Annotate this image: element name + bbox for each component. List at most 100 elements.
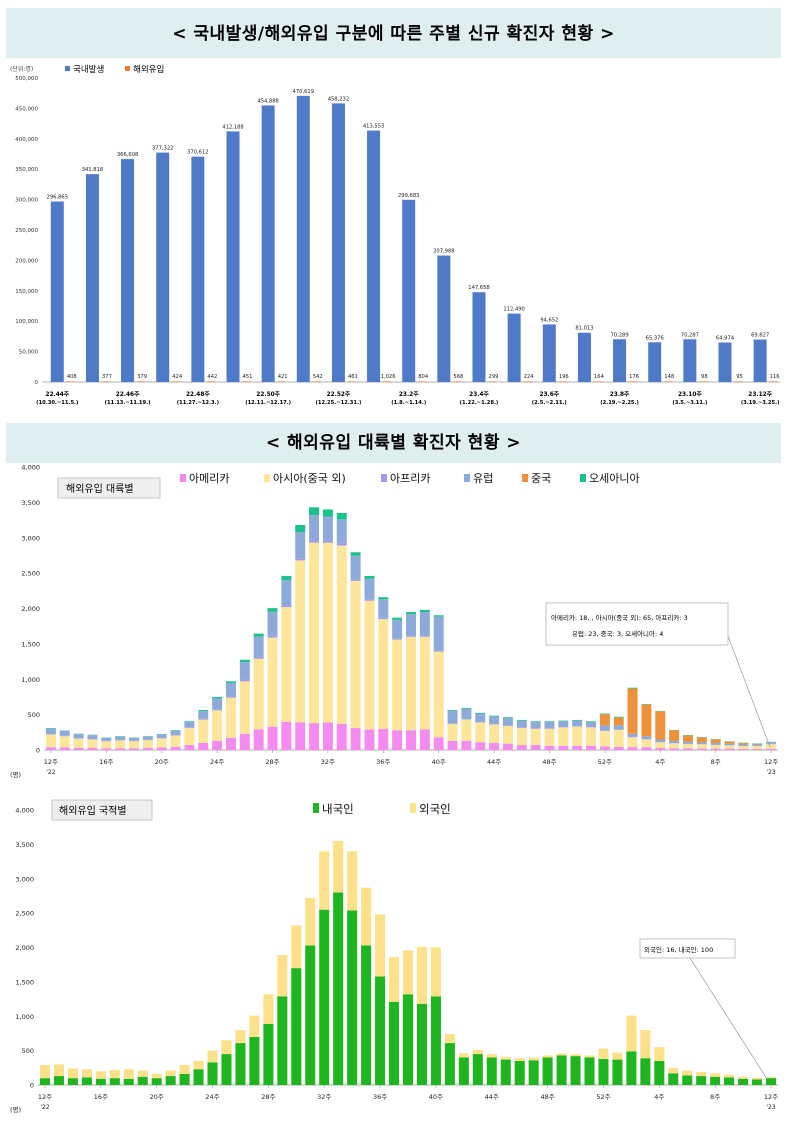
bar-segment-1 <box>263 994 274 1024</box>
bar-segment-0 <box>599 746 610 750</box>
bar-segment-1 <box>696 744 707 749</box>
bar-segment-0 <box>333 892 344 1085</box>
x-tick-label: 8주 <box>711 758 721 766</box>
bar-segment-5 <box>295 525 306 533</box>
bar-segment-0 <box>253 729 264 750</box>
x-tick-label: 16주 <box>99 758 113 766</box>
bar-segment-1 <box>305 898 316 946</box>
bar-segment-0 <box>433 737 444 750</box>
bar-segment-2 <box>419 635 430 637</box>
bar-segment-1 <box>59 736 70 748</box>
domestic-value-label: 70,289 <box>610 332 628 338</box>
legend-label: 외국인 <box>419 802 451 816</box>
domestic-value-label: 454,888 <box>257 98 278 104</box>
bar-segment-5 <box>544 721 555 723</box>
bar-segment-3 <box>696 742 707 745</box>
bar-segment-1 <box>179 1065 190 1074</box>
x-tick-label: 44주 <box>487 758 501 766</box>
bar-segment-3 <box>73 734 84 739</box>
y-tick-label: 100,000 <box>15 319 38 325</box>
bar-segment-1 <box>364 600 375 730</box>
x-tick-week: 23.12주 <box>748 390 772 398</box>
bar-segment-1 <box>137 1070 148 1077</box>
imported-bar <box>137 381 146 382</box>
bar-segment-1 <box>53 1064 64 1077</box>
imported-value-label: 377 <box>102 374 112 380</box>
imported-by-nationality-chart: 0 500 1,000 1,500 2,000 2,500 3,000 3,500 4,000 (… <box>10 799 778 1114</box>
x-tick-range: (12.25.~12.31.) <box>315 400 361 406</box>
bar-segment-3 <box>115 736 126 741</box>
bar-segment-3 <box>447 710 458 724</box>
bar-segment-0 <box>109 1078 120 1085</box>
bar-segment-1 <box>640 1030 651 1059</box>
domestic-value-label: 94,652 <box>540 317 558 323</box>
bar-segment-0 <box>486 1057 497 1085</box>
bar-segment-1 <box>378 619 389 729</box>
bar-segment-0 <box>627 747 638 750</box>
x-tick-range: (1.8.~1.14.) <box>391 400 426 406</box>
bar-segment-3 <box>655 739 666 743</box>
bar-segment-1 <box>475 722 486 743</box>
y-unit-label: (명) <box>10 770 21 779</box>
domestic-value-label: 299,683 <box>398 193 419 199</box>
y-tick-label: 2,000 <box>15 944 34 952</box>
x-tick-label: 24주 <box>210 758 224 766</box>
bar-segment-0 <box>472 1054 483 1085</box>
x-tick-label: 12주 <box>764 758 778 766</box>
y-unit-label: (명) <box>10 1105 21 1114</box>
bar-segment-4 <box>682 735 693 742</box>
bar-segment-0 <box>406 730 416 750</box>
bar-segment-0 <box>39 1078 51 1085</box>
bar-segment-1 <box>249 1015 260 1037</box>
bar-segment-1 <box>430 947 441 997</box>
bar-segment-3 <box>45 728 56 735</box>
bar-segment-0 <box>544 745 555 750</box>
bar-segment-0 <box>696 748 707 750</box>
bar-segment-0 <box>724 748 735 750</box>
x-tick-label: 12주 <box>44 758 58 766</box>
y-tick-label: 500 <box>22 1047 34 1055</box>
domestic-value-label: 470,619 <box>293 89 314 95</box>
bar-segment-1 <box>419 636 430 730</box>
bar-segment-1 <box>710 745 721 749</box>
legend: 내국인 외국인 <box>313 802 451 816</box>
bar-segment-0 <box>193 1069 204 1085</box>
bar-segment-0 <box>710 748 721 750</box>
x-tick-label: 36주 <box>376 758 390 766</box>
y-tick-label: 0 <box>35 380 39 386</box>
bar-segment-0 <box>514 1060 525 1085</box>
bar-segment-0 <box>444 1043 455 1085</box>
bar-segment-0 <box>221 1054 232 1085</box>
bar-segment-0 <box>319 909 330 1085</box>
x-tick-label: 20주 <box>150 1093 164 1101</box>
legend: 아메리카 아시아(중국 외) 아프리카 유럽 중국 오세아니아 <box>180 471 640 485</box>
bar-segment-0 <box>612 1059 623 1085</box>
bar-segment-3 <box>724 743 735 746</box>
bar-segment-3 <box>461 708 472 720</box>
x-tick-range: (11.13.~11.19.) <box>105 400 151 406</box>
bar-segment-2 <box>378 617 389 620</box>
bar-segment-3 <box>516 720 527 728</box>
bar-segment-0 <box>655 747 666 750</box>
x-axis: 22.44주 (10.30.~11.5.) 22.46주 (11.13.~11.19.… <box>36 390 779 406</box>
y-tick-label: 3,000 <box>15 875 34 883</box>
bar-segment-1 <box>627 737 638 748</box>
domestic-value-label: 370,612 <box>187 150 208 156</box>
bar-segment-3 <box>336 519 347 544</box>
y-tick-label: 4,000 <box>21 464 40 472</box>
bar-segment-1 <box>458 1053 469 1058</box>
bar-segment-0 <box>184 745 195 750</box>
x-tick-label: 32주 <box>317 1093 331 1101</box>
bar-segment-1 <box>489 724 500 743</box>
bar-segment-1 <box>584 1055 595 1058</box>
bar-segment-1 <box>738 746 749 749</box>
bar-segment-0 <box>458 1057 469 1085</box>
imported-value-label: 408 <box>67 374 77 380</box>
bar-segment-0 <box>115 748 126 750</box>
domestic-vs-imported-chart: (단위:명) 국내발생 해외유입 0 50,000 100,000 150,000 20… <box>10 64 780 406</box>
continent-chart-title-banner: < 해외유입 대륙별 확진자 현황 > <box>6 423 781 463</box>
x-tick-range: (12.11.~12.17.) <box>245 400 291 406</box>
domestic-value-label: 81,013 <box>575 326 593 332</box>
y-tick-label: 500,000 <box>15 76 38 82</box>
bar-segment-3 <box>364 578 375 600</box>
